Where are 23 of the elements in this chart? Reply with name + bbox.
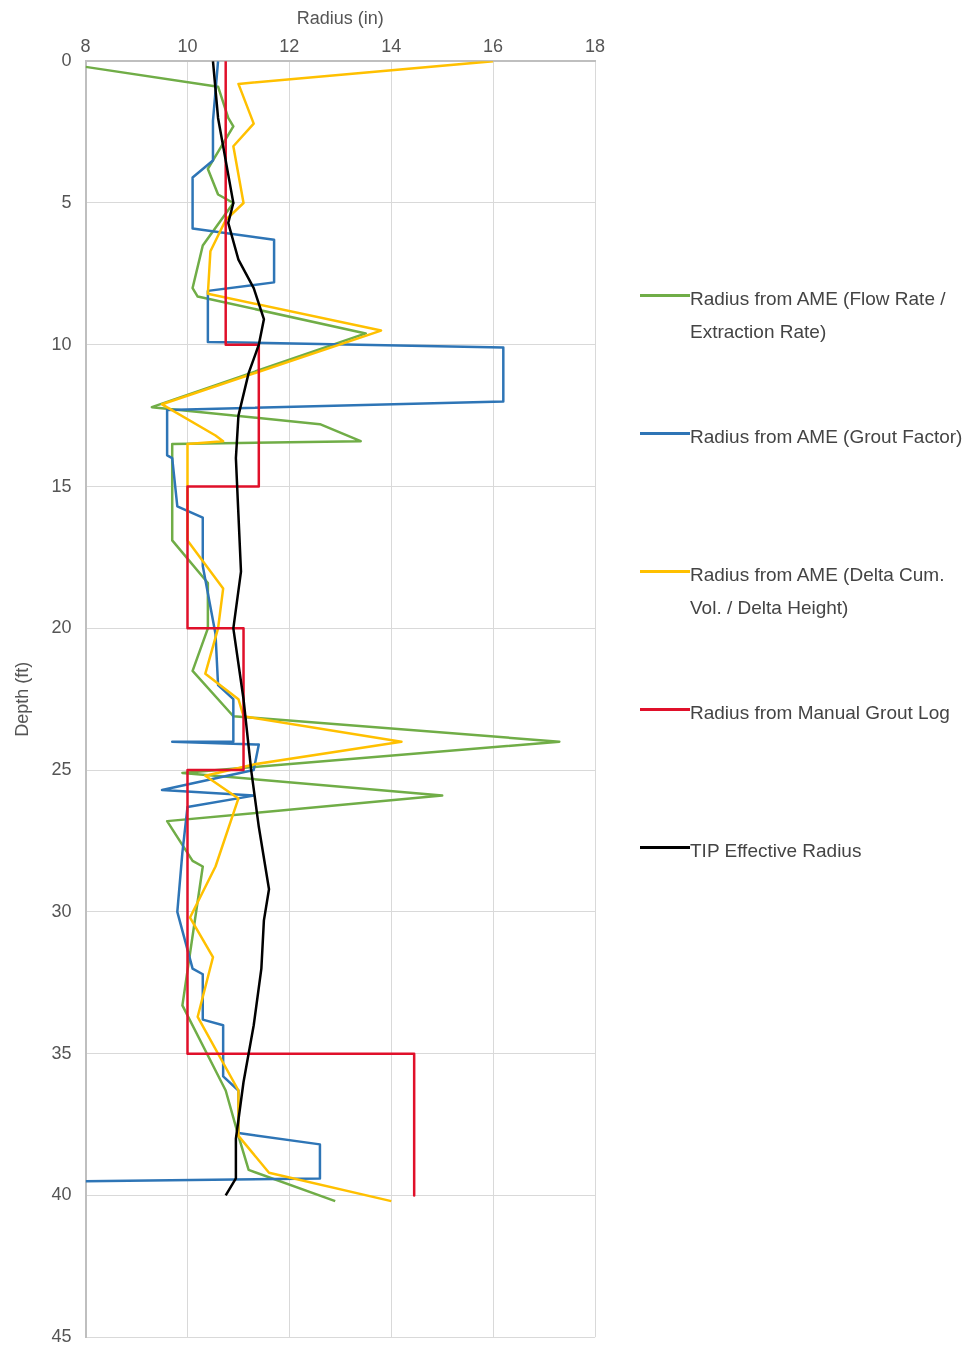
x-axis-title: Radius (in) [296, 7, 384, 28]
x-tick-label: 12 [279, 36, 300, 57]
legend-label: TIP Effective Radius [690, 839, 863, 863]
legend-label: Radius from AME (Delta Cum. Vol. / Delta Height) [690, 563, 946, 620]
y-tick-label: 20 [51, 617, 72, 638]
y-tick-label: 45 [51, 1326, 72, 1347]
x-tick-label: 10 [177, 36, 198, 57]
legend-label: Radius from AME (Flow Rate / Extraction Rate) [690, 287, 947, 344]
x-tick-label: 18 [584, 36, 606, 57]
legend-label: Radius from Manual Grout Log [690, 701, 951, 725]
y-tick-label: 5 [61, 191, 72, 212]
y-tick-label: 15 [51, 475, 72, 496]
y-tick-label: 40 [51, 1184, 72, 1205]
x-tick-label: 14 [381, 36, 402, 57]
legend-label: Radius from AME (Grout Factor) [690, 425, 964, 449]
y-tick-label: 25 [51, 759, 72, 780]
x-tick-label: 16 [483, 36, 504, 57]
y-axis-title: Depth (ft) [11, 661, 32, 737]
y-tick-label: 30 [51, 900, 72, 921]
y-tick-label: 35 [51, 1042, 72, 1063]
x-tick-label: 8 [80, 36, 91, 57]
y-tick-label: 0 [61, 50, 72, 71]
y-tick-label: 10 [51, 333, 72, 354]
